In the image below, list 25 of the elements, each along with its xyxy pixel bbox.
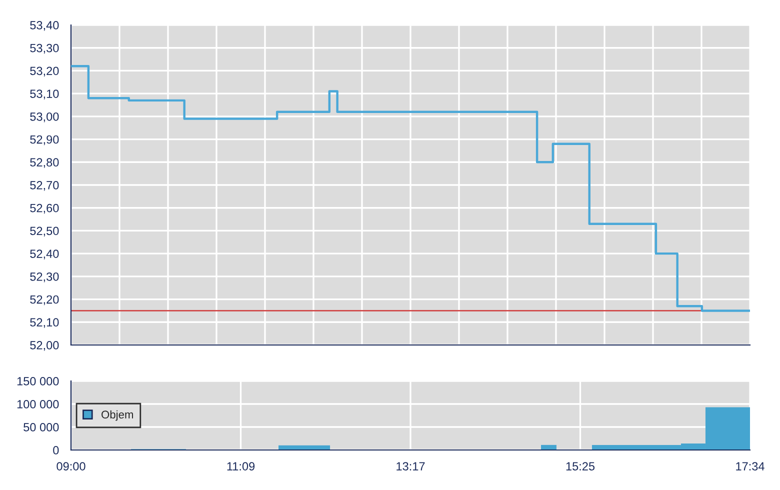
x-tick-label: 11:09 bbox=[227, 462, 255, 470]
legend-label: Objem bbox=[102, 410, 133, 421]
y-tick-label: 150 000 bbox=[17, 377, 59, 386]
x-tick-label: 13:17 bbox=[396, 462, 425, 470]
y-tick-label: 100 000 bbox=[17, 400, 59, 408]
y-tick-label: 52,30 bbox=[30, 272, 59, 282]
y-tick-label: 52,40 bbox=[30, 250, 59, 260]
y-tick-label: 53,00 bbox=[30, 112, 59, 122]
y-tick-label: 52,90 bbox=[30, 135, 59, 146]
y-tick-label: 53,30 bbox=[30, 44, 59, 54]
y-tick-label: 52,00 bbox=[30, 341, 59, 351]
y-tick-label: 0 bbox=[53, 446, 59, 454]
y-tick-label: 53,10 bbox=[30, 90, 59, 100]
y-tick-label: 50 000 bbox=[24, 423, 59, 432]
y-tick-label: 52,80 bbox=[30, 158, 59, 168]
y-tick-label: 52,20 bbox=[30, 295, 59, 306]
y-tick-label: 52,70 bbox=[30, 181, 59, 191]
y-tick-label: 53,40 bbox=[30, 21, 59, 31]
x-tick-label: 17:34 bbox=[736, 462, 764, 470]
x-tick-label: 15:25 bbox=[566, 462, 595, 470]
x-tick-label: 09:00 bbox=[56, 462, 86, 470]
y-tick-label: 52,60 bbox=[30, 204, 59, 214]
y-tick-label: 53,20 bbox=[30, 66, 59, 77]
y-tick-label: 52,10 bbox=[30, 318, 59, 328]
y-tick-label: 52,50 bbox=[30, 226, 59, 237]
